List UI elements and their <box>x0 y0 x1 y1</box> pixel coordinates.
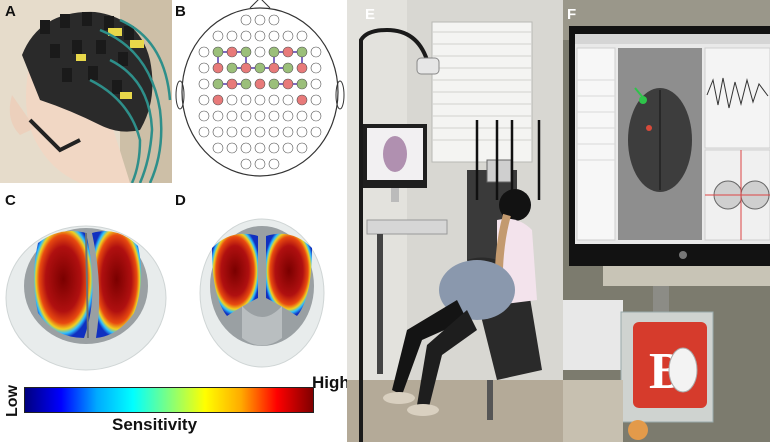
montage-position <box>310 126 322 138</box>
montage-position <box>268 14 280 26</box>
montage-position <box>268 142 280 154</box>
montage-position <box>226 110 238 122</box>
montage-position <box>268 30 280 42</box>
montage-position <box>268 110 280 122</box>
montage-position <box>254 126 266 138</box>
montage-position <box>254 46 266 58</box>
montage-position <box>226 62 238 74</box>
montage-position <box>240 46 252 58</box>
montage-position <box>296 78 308 90</box>
monitor-setup-illustration: B <box>563 0 770 442</box>
montage-position <box>212 78 224 90</box>
montage-position <box>268 78 280 90</box>
montage-position <box>240 30 252 42</box>
montage-position <box>212 126 224 138</box>
montage-position <box>254 14 266 26</box>
panel-b-letter: B <box>175 3 186 20</box>
montage-position <box>296 46 308 58</box>
montage-position <box>226 78 238 90</box>
panel-d-letter: D <box>175 192 186 209</box>
montage-position <box>198 110 210 122</box>
montage-position <box>310 94 322 106</box>
montage-position <box>310 78 322 90</box>
colorbar-title: Sensitivity <box>112 415 198 434</box>
colorbar-high-label: High <box>312 373 347 392</box>
montage-position <box>254 78 266 90</box>
lab-setup-illustration <box>347 0 563 442</box>
montage-position <box>198 94 210 106</box>
montage-position <box>198 46 210 58</box>
montage-position <box>296 94 308 106</box>
panel-c-letter: C <box>5 192 16 209</box>
brain-sensitivity-map-front <box>199 218 325 368</box>
montage-position <box>268 158 280 170</box>
montage-position <box>282 142 294 154</box>
montage-position <box>254 158 266 170</box>
montage-position <box>296 142 308 154</box>
montage-position <box>212 46 224 58</box>
montage-diagram <box>175 0 345 177</box>
montage-position <box>310 110 322 122</box>
montage-position <box>240 126 252 138</box>
montage-position <box>198 126 210 138</box>
montage-position <box>268 62 280 74</box>
montage-position <box>212 30 224 42</box>
montage-position <box>254 142 266 154</box>
montage-position <box>240 78 252 90</box>
panel-f-letter: F <box>567 6 577 23</box>
montage-position <box>226 30 238 42</box>
montage-position <box>212 110 224 122</box>
montage-position <box>282 62 294 74</box>
montage-position <box>310 62 322 74</box>
montage-position <box>296 62 308 74</box>
montage-position <box>240 14 252 26</box>
montage-position <box>240 62 252 74</box>
montage-position <box>212 94 224 106</box>
montage-position <box>226 94 238 106</box>
montage-position <box>212 142 224 154</box>
montage-position <box>282 94 294 106</box>
cap-photo-illustration <box>0 0 172 183</box>
montage-position <box>254 30 266 42</box>
montage-position <box>240 142 252 154</box>
montage-position <box>240 94 252 106</box>
montage-position <box>282 46 294 58</box>
colorbar-gradient <box>24 387 314 413</box>
montage-position <box>282 110 294 122</box>
montage-position <box>254 62 266 74</box>
mouse <box>668 347 698 393</box>
montage-position <box>240 110 252 122</box>
panel-b-montage: B <box>172 0 347 183</box>
brain-sensitivity-map-top <box>5 225 167 371</box>
montage-position <box>282 30 294 42</box>
panel-d-brain-front: D <box>172 188 347 373</box>
montage-position <box>282 78 294 90</box>
montage-position <box>296 110 308 122</box>
montage-position <box>212 62 224 74</box>
montage-position <box>226 46 238 58</box>
panel-f-monitor-photo: F B <box>563 0 770 442</box>
panel-e-lab-photo: E <box>347 0 563 442</box>
colorbar: Low High Sensitivity <box>0 373 347 442</box>
montage-position <box>268 94 280 106</box>
montage-position <box>226 126 238 138</box>
montage-position <box>254 94 266 106</box>
montage-position <box>254 110 266 122</box>
colorbar-low-label: Low <box>4 385 21 417</box>
montage-position <box>268 126 280 138</box>
montage-position <box>268 46 280 58</box>
montage-position <box>198 78 210 90</box>
panel-c-brain-top: C <box>0 188 172 373</box>
montage-position <box>296 126 308 138</box>
montage-position <box>296 30 308 42</box>
montage-position <box>282 126 294 138</box>
montage-position <box>226 142 238 154</box>
panel-a-cap-photo: A <box>0 0 172 183</box>
montage-position <box>198 62 210 74</box>
panel-e-letter: E <box>365 6 376 23</box>
panel-a-letter: A <box>5 3 16 20</box>
montage-position <box>240 158 252 170</box>
montage-position <box>310 46 322 58</box>
